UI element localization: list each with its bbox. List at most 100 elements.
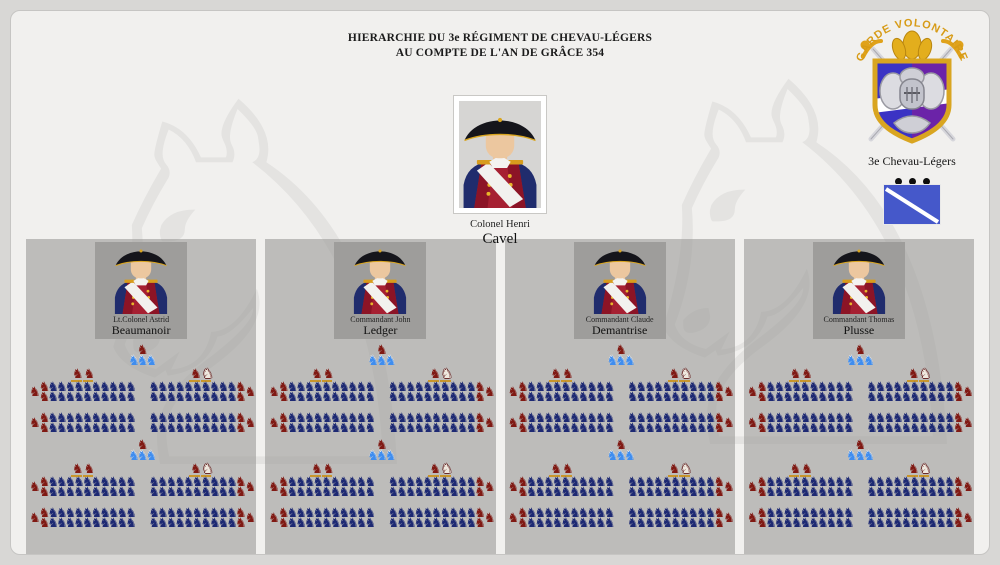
row-leader-cavalier-icon: ♞: [756, 516, 768, 531]
musicians-row: ♞♞♞: [265, 450, 495, 463]
squad-rows: ♞♞♞♞♞♞♞♞♞♞♞ ♞♞♞♞♞♞♞♞♞♞♞: [626, 380, 725, 404]
squad-rows: ♞♞♞♞♞♞♞♞♞♞♞ ♞♞♞♞♞♞♞♞♞♞♞: [38, 380, 137, 405]
trooper-cavalier-icons: ♞♞♞♞♞♞♞♞♞♞: [866, 380, 956, 395]
squad-officers: ♞ ♞: [28, 462, 136, 477]
trooper-cavalier-icons: ♞♞♞♞♞♞♞♞♞♞: [47, 475, 137, 490]
row-leader-cavalier-icon: ♞: [38, 380, 51, 395]
officer-portrait: Commandant John Ledger: [334, 242, 427, 339]
row-leader-cavalier-icon: ♞: [952, 485, 965, 500]
row-leader-cavalier-icon: ♞: [713, 380, 725, 395]
squad-rows: ♞♞♞♞♞♞♞♞♞♞♞ ♞♞♞♞♞♞♞♞♞♞♞: [866, 476, 965, 500]
cavalier-row: ♞♞♞♞♞♞♞♞♞♞♞: [148, 381, 246, 394]
squad-officers: ♞ ♞: [746, 368, 854, 382]
trooper-cavalier-icons: ♞♞♞♞♞♞♞♞♞♞: [866, 516, 956, 531]
squad-column-right: ♞ ♞ ♞♞♞♞♞♞♞♞♞♞♞ ♞♞♞♞♞♞♞♞♞♞♞ ♞ ♞♞♞♞♞♞♞♞♞♞♞ ♞♞♞♞…: [146, 368, 256, 435]
row-leader-cavalier-icon: ♞: [474, 390, 486, 405]
cavalier-row: ♞♞♞♞♞♞♞♞♞♞♞: [517, 390, 616, 405]
flank-red-cavalier-icon: ♞: [962, 385, 974, 400]
troop-half-section: ♞ ♞♞♞ ♞ ♞ ♞ ♞♞♞♞♞♞♞♞♞♞♞ ♞♞♞♞♞♞♞♞♞♞♞ ♞ ♞♞♞♞♞♞♞♞♞♞…: [26, 344, 256, 436]
flank-red-cavalier-icon: ♞: [244, 511, 257, 526]
flank-red-cavalier-icon: ♞: [507, 385, 520, 400]
cavalier-row: ♞♞♞♞♞♞♞♞♞♞♞: [278, 507, 376, 520]
row-leader-cavalier-icon: ♞: [38, 485, 51, 500]
flank-red-cavalier-icon: ♞: [29, 511, 41, 526]
squad-block: ♞♞♞♞♞♞♞♞♞♞♞♞♞♞♞♞♞♞♞♞♞♞♞: [28, 412, 137, 436]
trooper-cavalier-icons: ♞♞♞♞♞♞♞♞♞♞: [148, 506, 238, 521]
row-leader-cavalier-icon: ♞: [952, 380, 965, 395]
row-leader-cavalier-icon: ♞: [952, 421, 965, 436]
row-leader-cavalier-icon: ♞: [474, 506, 486, 521]
trooper-cavalier-icons: ♞♞♞♞♞♞♞♞♞♞: [47, 421, 137, 436]
trooper-cavalier-icons: ♞♞♞♞♞♞♞♞♞♞: [765, 380, 855, 395]
cavalier-row: ♞♞♞♞♞♞♞♞♞♞♞: [517, 422, 615, 435]
flank-red-cavalier-icon: ♞: [723, 416, 735, 431]
squad-rows: ♞♞♞♞♞♞♞♞♞♞♞ ♞♞♞♞♞♞♞♞♞♞♞: [756, 412, 854, 436]
row-leader-cavalier-icon: ♞: [38, 506, 51, 521]
trooper-cavalier-icons: ♞♞♞♞♞♞♞♞♞♞: [525, 390, 616, 405]
squad-column-right: ♞ ♞ ♞♞♞♞♞♞♞♞♞♞♞ ♞♞♞♞♞♞♞♞♞♞♞ ♞ ♞♞♞♞♞♞♞♞♞♞♞ ♞♞♞♞…: [625, 368, 735, 435]
row-leader-cavalier-icon: ♞: [277, 485, 290, 500]
cavalier-row: ♞♞♞♞♞♞♞♞♞♞♞: [626, 411, 725, 426]
squad-block: ♞♞♞♞♞♞♞♞♞♞♞♞♞♞♞♞♞♞♞♞♞♞♞: [864, 476, 974, 500]
rank-dots: [849, 172, 975, 185]
officer-portrait: Commandant Claude Demantrise: [573, 242, 666, 339]
half-leader-row: ♞: [505, 343, 735, 358]
cavalier-row: ♞♞♞♞♞♞♞♞♞♞♞: [278, 391, 376, 404]
squad-block: ♞♞♞♞♞♞♞♞♞♞♞♞♞♞♞♞♞♞♞♞♞♞♞: [386, 381, 496, 405]
officer-name: Beaumanoir: [111, 323, 171, 337]
title-line-2: AU COMPTE DE L'AN DE GRÂCE 354: [395, 47, 605, 59]
rank-dot: [908, 178, 916, 185]
cavalier-row: ♞♞♞♞♞♞♞♞♞♞♞: [756, 391, 854, 404]
row-leader-cavalier-icon: ♞: [756, 421, 768, 436]
white-officer-cavalier-icon: ♞: [440, 367, 453, 382]
flank-red-cavalier-icon: ♞: [746, 385, 759, 400]
squad-rows: ♞♞♞♞♞♞♞♞♞♞♞ ♞♞♞♞♞♞♞♞♞♞♞: [517, 381, 616, 405]
officer-rank-line: Commandant Thomas: [823, 315, 895, 324]
trooper-cavalier-icons: ♞♞♞♞♞♞♞♞♞♞: [148, 475, 238, 490]
trooper-cavalier-icons: ♞♞♞♞♞♞♞♞♞♞: [148, 516, 238, 531]
cavalier-row: ♞♞♞♞♞♞♞♞♞♞♞: [517, 517, 615, 530]
squad-officers: ♞ ♞: [864, 368, 972, 382]
trooper-cavalier-icons: ♞♞♞♞♞♞♞♞♞♞: [387, 411, 478, 426]
trooper-cavalier-icons: ♞♞♞♞♞♞♞♞♞♞: [626, 485, 717, 500]
red-officer-cavalier-icon: ♞: [667, 462, 680, 477]
cavalier-row: ♞♞♞♞♞♞♞♞♞♞♞: [517, 476, 615, 489]
cavalier-row: ♞♞♞♞♞♞♞♞♞♞♞: [756, 507, 854, 520]
red-cavalier-icon: ♞: [615, 343, 627, 358]
trooper-cavalier-icons: ♞♞♞♞♞♞♞♞♞♞: [626, 411, 717, 426]
squad-officers: ♞ ♞: [146, 368, 254, 382]
flank-red-cavalier-icon: ♞: [962, 511, 974, 526]
squad-rows: ♞♞♞♞♞♞♞♞♞♞♞ ♞♞♞♞♞♞♞♞♞♞♞: [148, 475, 246, 499]
musicians-row: ♞♞♞: [744, 355, 974, 368]
row-leader-cavalier-icon: ♞: [38, 390, 51, 405]
white-officer-cavalier-icon: ♞: [918, 462, 931, 477]
row-leader-cavalier-icon: ♞: [952, 516, 965, 531]
cavalier-row: ♞♞♞♞♞♞♞♞♞♞♞: [388, 390, 486, 405]
flank-red-cavalier-icon: ♞: [29, 416, 41, 431]
red-officer-cavalier-icon: ♞: [70, 462, 83, 477]
trooper-cavalier-icons: ♞♞♞♞♞♞♞♞♞♞: [626, 380, 717, 395]
squad-block: ♞♞♞♞♞♞♞♞♞♞♞♞♞♞♞♞♞♞♞♞♞♞♞: [28, 506, 137, 530]
cavalier-row: ♞♞♞♞♞♞♞♞♞♞♞: [278, 412, 376, 425]
row-leader-cavalier-icon: ♞: [474, 516, 486, 531]
squad-rows: ♞♞♞♞♞♞♞♞♞♞♞ ♞♞♞♞♞♞♞♞♞♞♞: [517, 476, 615, 499]
cavalier-row: ♞♞♞♞♞♞♞♞♞♞♞: [866, 412, 964, 425]
squad-rows: ♞♞♞♞♞♞♞♞♞♞♞ ♞♞♞♞♞♞♞♞♞♞♞: [517, 412, 615, 435]
trooper-cavalier-icons: ♞♞♞♞♞♞♞♞♞♞: [286, 380, 377, 395]
row-leader-cavalier-icon: ♞: [234, 390, 247, 405]
cavalier-row: ♞♞♞♞♞♞♞♞♞♞♞: [39, 412, 137, 425]
flank-red-cavalier-icon: ♞: [268, 480, 280, 495]
cavalier-row: ♞♞♞♞♞♞♞♞♞♞♞: [38, 485, 137, 500]
squad-block: ♞♞♞♞♞♞♞♞♞♞♞♞♞♞♞♞♞♞♞♞♞♞♞: [864, 507, 974, 531]
row-leader-cavalier-icon: ♞: [277, 380, 290, 395]
squad-column-right: ♞ ♞ ♞♞♞♞♞♞♞♞♞♞♞ ♞♞♞♞♞♞♞♞♞♞♞ ♞ ♞♞♞♞♞♞♞♞♞♞♞ ♞♞♞♞…: [386, 367, 496, 435]
cavalier-row: ♞♞♞♞♞♞♞♞♞♞♞: [278, 517, 376, 530]
squad-officers: ♞ ♞: [746, 463, 854, 477]
cavalier-row: ♞♞♞♞♞♞♞♞♞♞♞: [38, 390, 137, 405]
row-leader-cavalier-icon: ♞: [474, 475, 486, 490]
red-officer-cavalier-icon: ♞: [561, 462, 574, 477]
cavalier-row: ♞♞♞♞♞♞♞♞♞♞♞: [627, 507, 725, 520]
flank-red-cavalier-icon: ♞: [723, 385, 735, 400]
musician-cavalier-icons: ♞♞♞: [128, 354, 157, 369]
trooper-cavalier-icons: ♞♞♞♞♞♞♞♞♞♞: [765, 475, 855, 490]
